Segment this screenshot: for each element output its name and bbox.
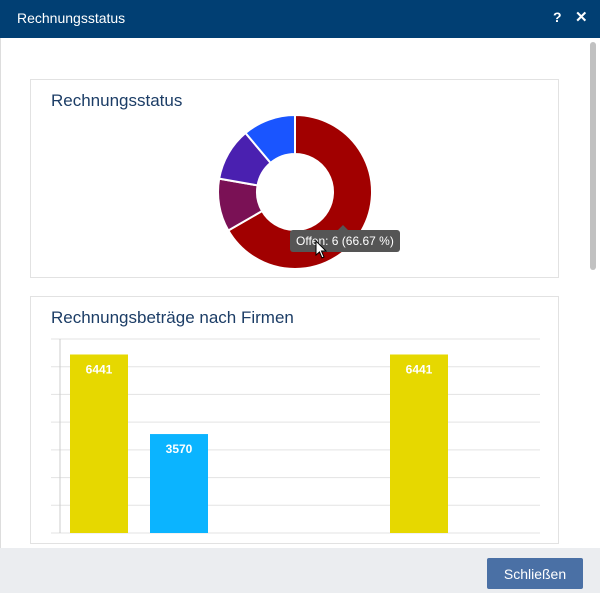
bar-label-1: 3570 xyxy=(166,442,193,456)
dialog-title: Rechnungsstatus xyxy=(17,10,126,26)
bar-1[interactable] xyxy=(150,434,208,533)
scrollbar[interactable] xyxy=(590,42,596,270)
amounts-chart-panel: Rechnungsbeträge nach Firmen 6441 3570 644… xyxy=(30,296,559,544)
dialog-content: Rechnungsstatus Offen: 6 (66.67 %) Rechn… xyxy=(0,38,600,548)
chart-tooltip: Offen: 6 (66.67 %) xyxy=(290,225,400,252)
cursor-icon xyxy=(315,240,328,259)
bar-chart: 6441 3570 6441 xyxy=(51,338,540,534)
close-button[interactable]: Schließen xyxy=(487,558,583,589)
bar-label-0: 6441 xyxy=(86,362,113,376)
question-icon[interactable]: ? xyxy=(553,9,562,25)
bar-label-4: 6441 xyxy=(406,362,433,376)
dialog-header: Rechnungsstatus ? ✕ xyxy=(0,0,600,38)
status-chart-title: Rechnungsstatus xyxy=(51,91,183,110)
dialog-footer: Schließen xyxy=(0,548,600,593)
amounts-chart-title: Rechnungsbeträge nach Firmen xyxy=(51,308,294,327)
bar-0[interactable] xyxy=(70,354,128,533)
bar-4[interactable] xyxy=(390,354,448,533)
close-icon[interactable]: ✕ xyxy=(575,9,588,26)
donut-slice-3[interactable] xyxy=(244,113,296,165)
